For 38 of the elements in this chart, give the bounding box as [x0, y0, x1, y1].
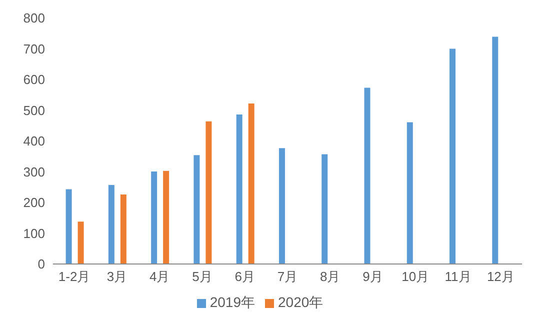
y-tick-label: 0	[38, 256, 45, 272]
bar	[278, 148, 285, 264]
bar	[78, 222, 84, 264]
y-tick-label: 800	[23, 10, 45, 26]
x-tick-label: 3月	[106, 269, 128, 284]
y-tick-label: 200	[23, 195, 45, 210]
y-tick-label: 600	[23, 72, 45, 88]
x-tick-label: 11月	[444, 269, 472, 284]
bar	[206, 121, 212, 264]
y-tick-label: 700	[23, 41, 45, 56]
bar	[236, 114, 242, 264]
x-tick-label: 10月	[402, 269, 430, 284]
y-tick-label: 400	[23, 134, 45, 149]
y-tick-label: 500	[23, 102, 45, 118]
bar	[364, 88, 370, 264]
bar	[450, 48, 456, 264]
legend-label: 2019年	[210, 294, 255, 310]
x-tick-label: 9月	[362, 269, 383, 284]
legend-label: 2020年	[278, 294, 324, 310]
bar	[120, 194, 126, 264]
bar	[194, 155, 200, 264]
bar	[108, 184, 114, 264]
x-tick-label: 1-2月	[58, 269, 90, 284]
y-tick-label: 100	[23, 226, 45, 241]
bar	[66, 189, 72, 264]
bar	[492, 36, 498, 264]
bar	[406, 122, 413, 264]
x-tick-label: 5月	[192, 269, 212, 284]
x-tick-label: 7月	[277, 269, 298, 284]
bar	[248, 103, 254, 264]
bar	[322, 154, 328, 264]
x-tick-label: 6月	[234, 269, 255, 284]
bar	[151, 171, 158, 264]
x-tick-label: 12月	[486, 269, 514, 284]
y-tick-label: 300	[23, 164, 45, 180]
bar	[163, 170, 170, 264]
x-tick-label: 8月	[320, 269, 340, 284]
x-tick-label: 4月	[149, 269, 170, 284]
